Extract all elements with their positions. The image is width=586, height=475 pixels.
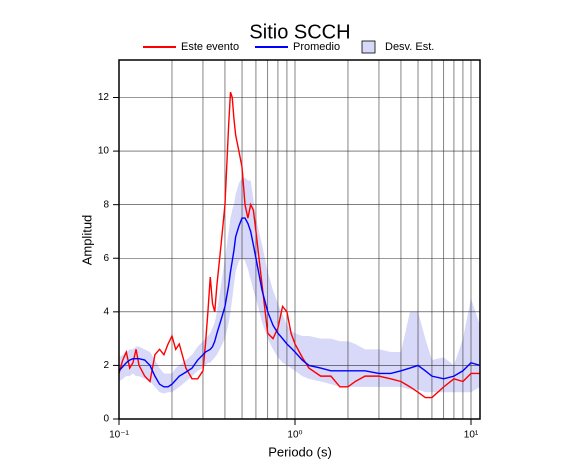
legend-label: Este evento — [181, 41, 239, 53]
chart-title: Sitio SCCH — [249, 21, 350, 43]
y-tick-label: 4 — [103, 306, 109, 317]
series-line — [118, 91, 480, 399]
y-tick-label: 12 — [98, 92, 110, 103]
y-tick-label: 2 — [103, 360, 109, 371]
y-tick-label: 0 — [103, 414, 109, 425]
x-axis-label: Periodo (s) — [268, 444, 332, 459]
x-tick-label: 10⁻¹ — [109, 430, 129, 441]
plot-frame — [118, 59, 481, 420]
legend-swatch — [361, 40, 376, 54]
legend-label: Promedio — [293, 41, 340, 53]
legend-label: Desv. Est. — [385, 41, 434, 53]
y-tick-label: 10 — [98, 146, 110, 157]
series-line — [118, 217, 481, 388]
x-tick-label: 10¹ — [464, 430, 479, 441]
y-tick-label: 8 — [103, 199, 109, 210]
x-tick-label: 10⁰ — [287, 430, 302, 441]
y-axis-label: Amplitud — [79, 215, 94, 266]
y-tick-label: 6 — [103, 253, 109, 264]
std-band — [119, 177, 480, 394]
